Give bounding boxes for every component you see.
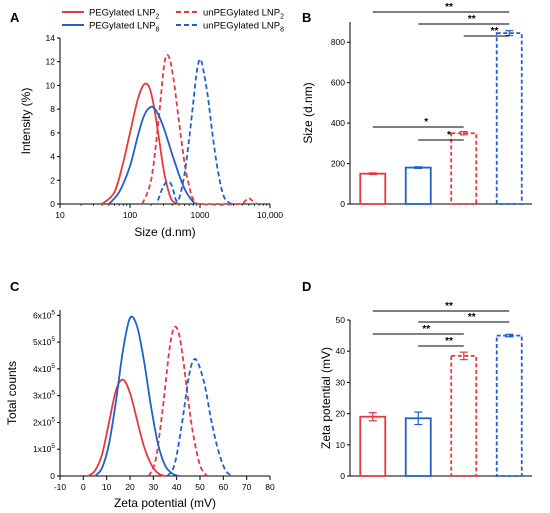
y-tick-label: 40	[336, 346, 346, 356]
series-line	[94, 315, 180, 477]
bar	[495, 334, 523, 477]
y-tick-label: 0	[340, 199, 345, 209]
y-tick-label: 4	[50, 152, 55, 162]
y-axis-title: Size (d.nm)	[301, 82, 315, 143]
x-tick-label: 20	[125, 482, 135, 492]
significance-label: **	[422, 324, 430, 335]
bar	[450, 354, 478, 477]
legend: PEGylated LNP2 unPEGylated LNP2 PEGylated …	[62, 8, 284, 34]
bar	[404, 417, 432, 477]
series-line	[108, 105, 196, 205]
series-line	[101, 82, 180, 205]
significance-label: *	[447, 130, 451, 141]
legend-label: PEGylated LNP2	[89, 8, 160, 21]
y-tick-label: 800	[331, 37, 345, 47]
series-line	[157, 58, 232, 205]
series-line	[141, 54, 258, 206]
x-tick-label: 10	[102, 482, 112, 492]
chart-d: D 0 10 20 30 40 50 Zeta potential (mV) ** ** ** **	[302, 279, 532, 481]
y-tick-label: 10	[46, 80, 56, 90]
x-tick-label: 1000	[191, 210, 210, 220]
legend-label: PEGylated LNP8	[89, 21, 160, 34]
y-tick-label: 5x105	[33, 336, 55, 347]
significance-label: **	[468, 312, 476, 323]
bar	[404, 166, 432, 205]
y-tick-label: 10	[336, 440, 346, 450]
y-tick-label: 600	[331, 78, 345, 88]
y-tick-label: 3x105	[33, 390, 55, 401]
chart-a: A 0 2 4 6 8 10 12 14 10 100 1000 10,000 Size (d.nm) In…	[10, 8, 284, 240]
y-tick-label: 14	[46, 33, 56, 43]
panel-letter-c: C	[10, 279, 20, 294]
x-axis-title: Zeta potential (mV)	[114, 496, 216, 510]
significance-label: **	[445, 2, 453, 13]
y-tick-label: 12	[46, 57, 56, 67]
bar	[359, 415, 387, 477]
panel-letter-a: A	[10, 10, 20, 25]
bar	[495, 32, 523, 205]
y-tick-label: 20	[336, 409, 346, 419]
panel-letter-b: B	[302, 10, 311, 25]
significance-label: **	[468, 14, 476, 25]
significance-label: **	[491, 26, 499, 37]
significance-label: **	[445, 301, 453, 312]
x-tick-label: 100	[123, 210, 137, 220]
y-tick-label: 400	[331, 118, 345, 128]
y-tick-label: 0	[50, 471, 55, 481]
significance-label: **	[445, 336, 453, 347]
legend-label: unPEGylated LNP8	[203, 21, 284, 34]
x-tick-label: 60	[219, 482, 229, 492]
x-tick-label: 40	[172, 482, 182, 492]
x-tick-label: 30	[149, 482, 159, 492]
y-axis-title: Zeta potential (mV)	[319, 347, 333, 449]
x-tick-label: -10	[54, 482, 67, 492]
series-line	[147, 325, 208, 477]
y-tick-label: 50	[336, 315, 346, 325]
y-tick-label: 0	[50, 199, 55, 209]
x-tick-label: 50	[195, 482, 205, 492]
bar	[359, 172, 387, 205]
x-tick-label: 70	[242, 482, 252, 492]
y-tick-label: 6	[50, 128, 55, 138]
y-tick-label: 8	[50, 104, 55, 114]
y-tick-label: 6x105	[33, 309, 55, 320]
y-tick-label: 0	[340, 471, 345, 481]
y-tick-label: 2	[50, 175, 55, 185]
y-tick-label: 30	[336, 377, 346, 387]
legend-label: unPEGylated LNP2	[203, 8, 284, 21]
x-tick-label: 80	[265, 482, 275, 492]
panel-letter-d: D	[302, 279, 311, 294]
y-tick-label: 4x105	[33, 363, 55, 374]
x-tick-label: 0	[81, 482, 86, 492]
x-tick-label: 10	[55, 210, 65, 220]
y-axis-title: Total counts	[5, 361, 19, 425]
y-tick-label: 2x105	[33, 416, 55, 427]
bar	[450, 132, 478, 205]
x-axis-title: Size (d.nm)	[134, 225, 195, 239]
y-axis-title: Intensity (%)	[19, 88, 33, 155]
x-tick-label: 10,000	[257, 210, 283, 220]
series-line	[87, 378, 166, 477]
y-tick-label: 200	[331, 159, 345, 169]
series-line	[166, 358, 234, 477]
significance-label: *	[424, 117, 428, 128]
y-tick-label: 1x105	[33, 443, 55, 454]
